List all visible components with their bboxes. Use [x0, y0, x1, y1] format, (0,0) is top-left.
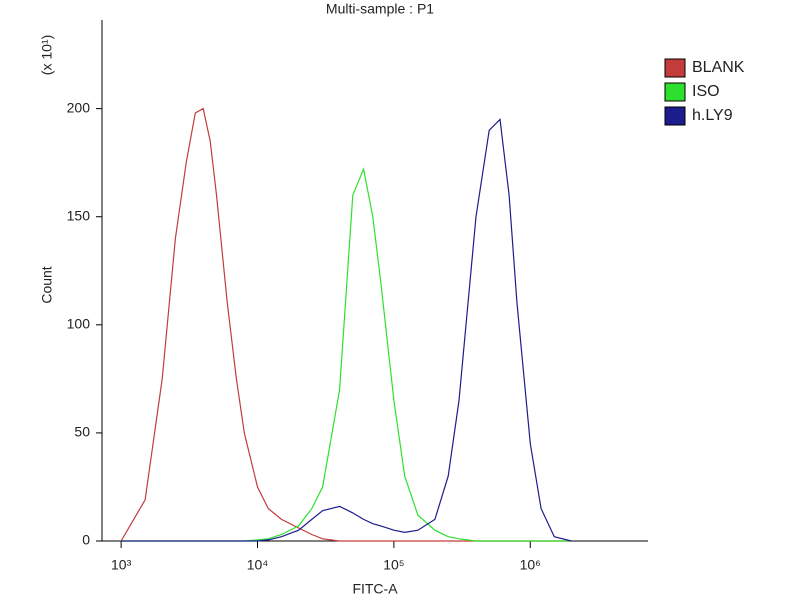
chart-title: Multi-sample : P1	[326, 1, 434, 17]
legend-label: ISO	[692, 83, 720, 100]
series-line	[121, 118, 572, 542]
x-tick-label: 10⁴	[247, 557, 269, 573]
y-tick-label: 200	[67, 99, 91, 115]
legend-label: BLANK	[692, 59, 745, 76]
y-tick-label: 100	[67, 316, 91, 332]
y-axis-label: Count	[39, 266, 55, 303]
y-unit-label: (x 10¹)	[39, 35, 55, 75]
legend-swatch	[664, 106, 686, 126]
legend-swatch	[664, 82, 686, 102]
x-tick-label: 10⁶	[520, 557, 541, 573]
x-tick-label: 10³	[111, 557, 132, 573]
x-axis-label: FITC-A	[352, 581, 398, 597]
x-tick-label: 10⁵	[383, 557, 404, 573]
y-tick-label: 50	[74, 424, 90, 440]
series-line	[120, 107, 572, 542]
legend-swatch	[664, 58, 686, 78]
legend-label: h.LY9	[692, 107, 733, 124]
y-tick-label: 150	[67, 207, 91, 223]
y-tick-label: 0	[82, 532, 90, 548]
series-line	[121, 167, 572, 542]
